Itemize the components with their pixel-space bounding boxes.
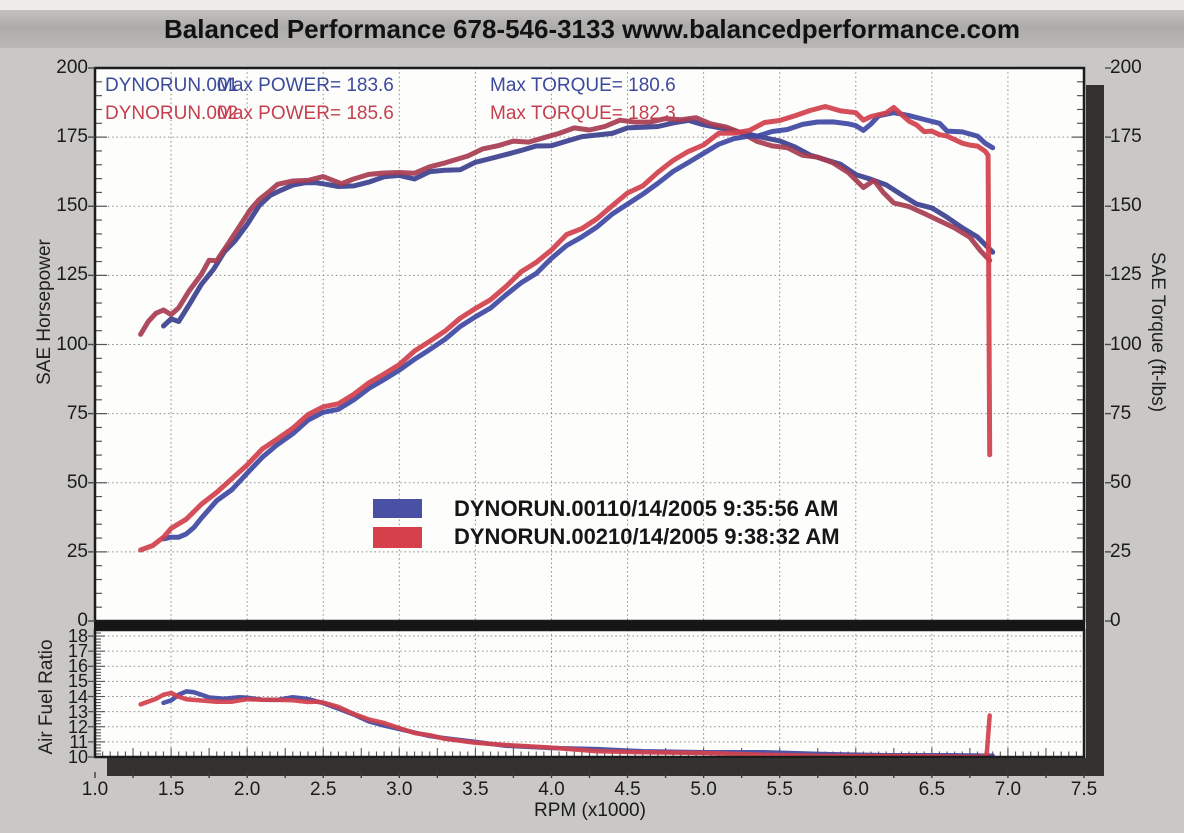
run2-legend-swatch xyxy=(373,527,422,548)
torque-tick-label: 75 xyxy=(1110,402,1132,424)
hp-tick-label: 175 xyxy=(56,126,88,148)
afr-tick-label: 14 xyxy=(67,686,88,707)
title-band xyxy=(0,10,1184,48)
torque-tick-label: 150 xyxy=(1110,195,1142,217)
scan-top-strip xyxy=(0,0,1184,10)
torque-tick-label: 50 xyxy=(1110,471,1132,493)
page-title: Balanced Performance 678-546-3133 www.ba… xyxy=(164,14,1020,44)
hp-tick-label: 25 xyxy=(66,540,88,562)
rpm-tick-label: 4.5 xyxy=(614,779,641,800)
torque-tick-label: 175 xyxy=(1110,126,1142,148)
rpm-tick-label: 6.5 xyxy=(918,779,946,800)
rpm-tick-label: 1.5 xyxy=(157,779,185,800)
torque-tick-label: 200 xyxy=(1110,57,1142,78)
run2-name: DYNORUN.002 xyxy=(105,103,239,124)
rpm-tick-label: 2.0 xyxy=(233,779,261,800)
afr-tick-label: 13 xyxy=(67,701,88,722)
afr-tick-label: 10 xyxy=(67,747,88,767)
torque-tick-label: 25 xyxy=(1110,540,1132,562)
hp-axis-title: SAE Horsepower xyxy=(34,239,55,385)
rpm-tick-label: 6.0 xyxy=(842,779,869,800)
rpm-axis-title: RPM (x1000) xyxy=(534,800,646,821)
rpm-tick-label: 5.5 xyxy=(766,779,793,800)
run2-max-power: Max POWER= 185.6 xyxy=(217,103,394,124)
rpm-tick-label: 1.0 xyxy=(81,779,109,800)
torque-tick-label: 125 xyxy=(1110,264,1142,286)
run1-name: DYNORUN.001 xyxy=(105,75,239,96)
afr-tick-label: 12 xyxy=(67,716,88,737)
hp-tick-label: 150 xyxy=(56,195,88,217)
afr-tick-label: 15 xyxy=(67,671,88,692)
hp-tick-label: 100 xyxy=(56,333,88,355)
rpm-tick-label: 4.0 xyxy=(538,779,565,800)
rpm-tick-label: 2.5 xyxy=(310,779,337,800)
run1-date-label: DYNORUN.00110/14/2005 9:35:56 AM xyxy=(454,496,839,521)
afr-tick-label: 17 xyxy=(67,641,88,662)
afr-tick-label: 11 xyxy=(69,731,88,752)
run1-max-power: Max POWER= 183.6 xyxy=(217,75,394,96)
run2-max-torque: Max TORQUE= 182.3 xyxy=(490,103,676,124)
run1-legend-swatch xyxy=(373,499,422,518)
run1-max-torque: Max TORQUE= 180.6 xyxy=(490,75,676,96)
rpm-tick-label: 3.5 xyxy=(462,779,489,800)
run2-date-label: DYNORUN.00210/14/2005 9:38:32 AM xyxy=(454,524,840,549)
hp-tick-label: 0 xyxy=(77,610,88,631)
hp-tick-label: 200 xyxy=(56,57,88,78)
rpm-tick-label: 7.0 xyxy=(994,779,1022,800)
afr-tick-label: 18 xyxy=(67,626,88,647)
afr-tick-label: 16 xyxy=(67,656,88,677)
hp-tick-label: 50 xyxy=(66,471,88,493)
rpm-tick-label: 5.0 xyxy=(690,779,717,800)
hp-tick-label: 125 xyxy=(56,264,88,286)
rpm-tick-label: 3.0 xyxy=(386,779,413,800)
rpm-tick-label: 7.5 xyxy=(1070,779,1098,800)
hp-tick-label: 75 xyxy=(66,402,88,424)
torque-tick-label: 0 xyxy=(1110,610,1121,631)
torque-tick-label: 100 xyxy=(1110,333,1142,355)
